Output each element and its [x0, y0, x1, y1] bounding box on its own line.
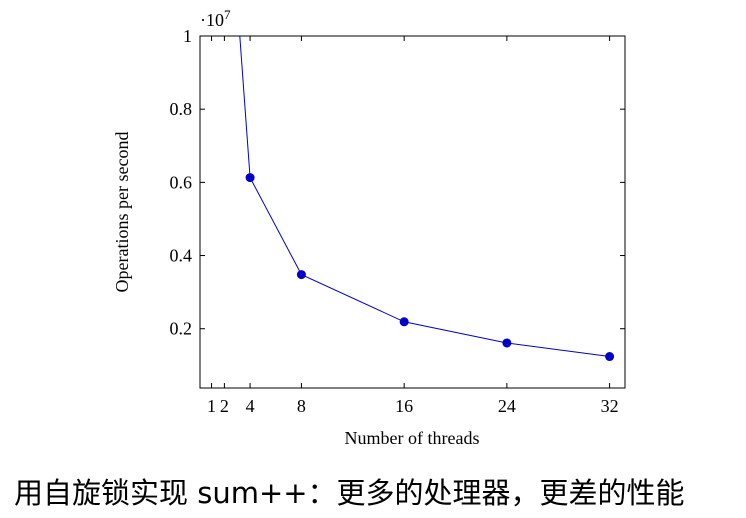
caption: 用自旋锁实现 sum++：更多的处理器，更差的性能	[14, 476, 685, 510]
multiplier-base: ·10	[200, 10, 224, 30]
x-tick-label: 2	[220, 396, 229, 416]
data-point	[502, 338, 512, 348]
plot-frame	[199, 35, 626, 389]
x-tick-label: 1	[207, 396, 216, 416]
axis-multiplier: ·107	[200, 7, 231, 30]
y-tick-label: 0.6	[170, 172, 193, 192]
x-axis-label: Number of threads	[345, 428, 480, 448]
data-point	[245, 173, 255, 183]
x-tick-label: 24	[498, 396, 516, 416]
data-point	[399, 317, 409, 327]
multiplier-power: 7	[224, 7, 231, 22]
y-axis-label: Operations per second	[112, 132, 132, 293]
x-tick-label: 32	[601, 396, 619, 416]
y-tick-label: 0.8	[170, 99, 193, 119]
data-point	[296, 270, 306, 280]
plot-area	[239, 36, 615, 362]
y-tick-label: 0.4	[170, 246, 193, 266]
series-line	[239, 36, 610, 358]
x-tick-label: 8	[297, 396, 306, 416]
y-tick-label: 0.2	[170, 319, 193, 339]
x-tick-label: 4	[246, 396, 255, 416]
x-tick-label: 16	[395, 396, 413, 416]
y-tick-label: 1	[183, 26, 192, 46]
data-point	[605, 352, 615, 362]
